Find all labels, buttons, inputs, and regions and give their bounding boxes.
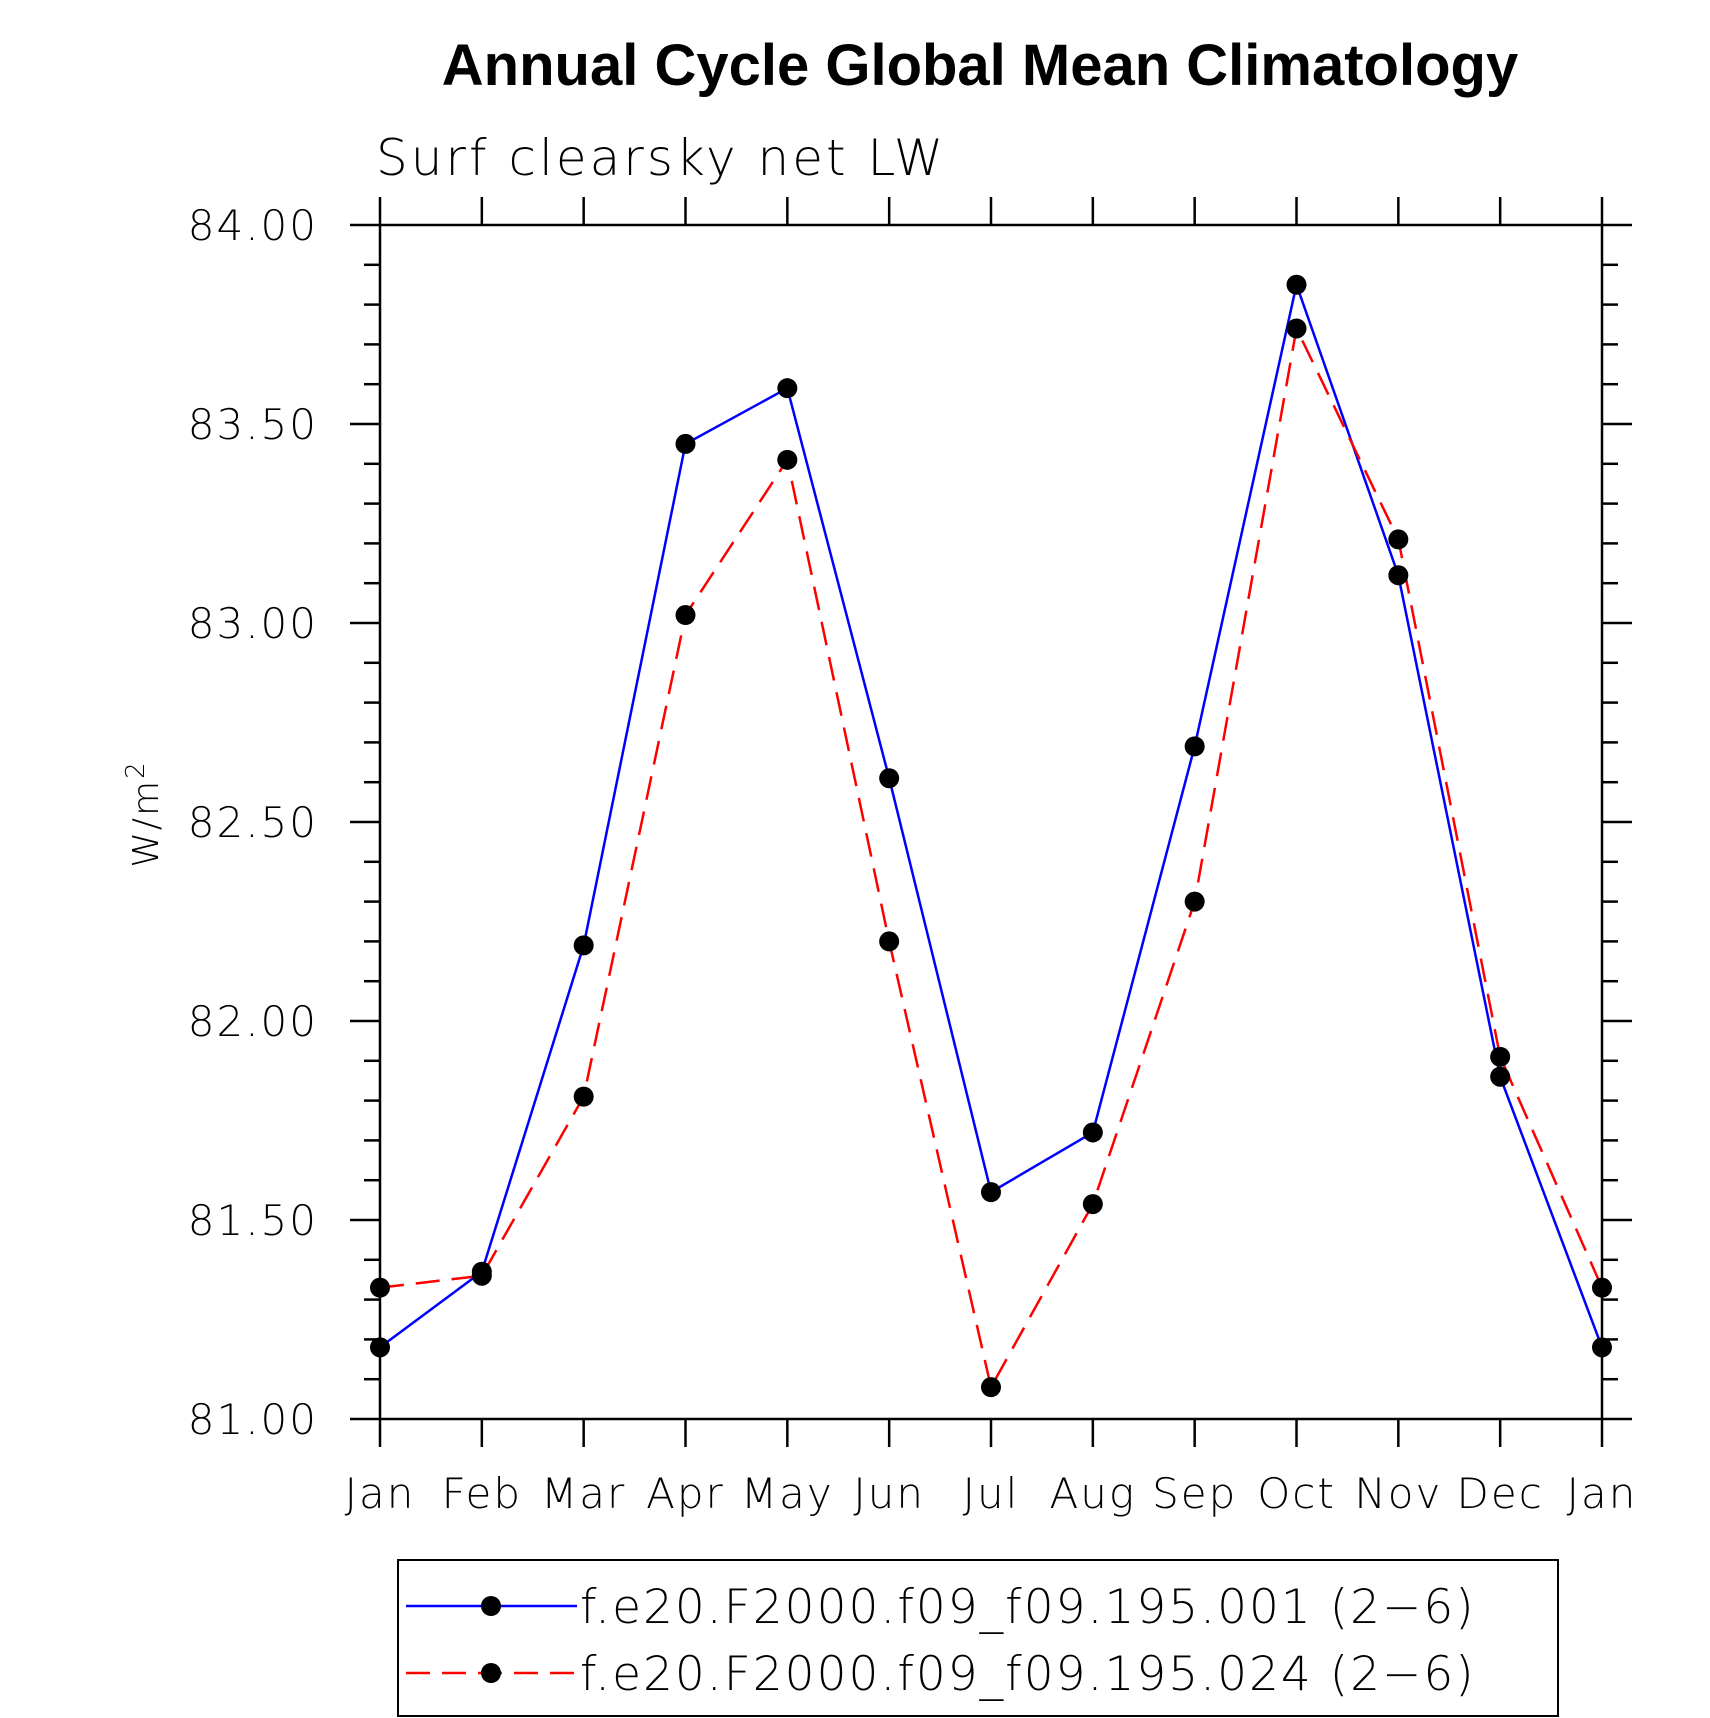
x-tick-label: Mar	[541, 1469, 626, 1518]
legend-marker-1	[481, 1596, 501, 1616]
y-tick-label: 83.00	[188, 599, 318, 648]
y-tick-label: 84.00	[188, 201, 318, 250]
y-axis-label-superscript: 2	[121, 760, 151, 779]
y-tick-label: 83.50	[188, 400, 318, 449]
data-point-series-1	[1592, 1337, 1612, 1358]
data-point-series-1	[1184, 736, 1205, 757]
data-point-series-1	[370, 1337, 390, 1358]
data-point-series-2	[1184, 891, 1205, 912]
data-point-series-1	[1490, 1066, 1511, 1087]
legend-box	[397, 1559, 1559, 1717]
data-point-series-2	[471, 1265, 492, 1286]
x-tick-label: Jan	[345, 1469, 416, 1518]
data-point-series-1	[573, 935, 594, 956]
series-layer	[370, 274, 1612, 1398]
data-point-series-2	[573, 1086, 594, 1107]
x-tick-label: Nov	[1354, 1469, 1442, 1518]
data-point-series-2	[1286, 318, 1307, 339]
x-tick-label: Sep	[1152, 1469, 1237, 1518]
x-tick-label: May	[741, 1469, 834, 1518]
data-point-series-2	[777, 449, 798, 470]
data-point-series-1	[1082, 1122, 1103, 1143]
chart-title: Annual Cycle Global Mean Climatology	[442, 33, 1518, 98]
x-tick-label: Oct	[1257, 1469, 1336, 1518]
series-line-2	[379, 324, 1604, 1391]
x-tick-label: Feb	[442, 1469, 522, 1518]
data-point-series-1	[879, 768, 900, 789]
legend: f.e20.F2000.f09_f09.195.001 (2−6) f.e20.F…	[397, 1559, 1559, 1717]
y-tick-label: 81.00	[188, 1395, 318, 1444]
y-tick-label: 81.50	[188, 1196, 318, 1245]
chart-subtitle: Surf clearsky net LW	[376, 129, 946, 187]
data-point-series-1	[981, 1182, 1001, 1203]
legend-label-1: f.e20.F2000.f09_f09.195.001 (2−6)	[580, 1580, 1476, 1635]
legend-marker-2	[481, 1663, 501, 1683]
data-point-series-1	[1388, 565, 1409, 586]
data-point-series-2	[879, 931, 900, 952]
data-point-series-1	[777, 378, 798, 399]
x-tick-label: Jun	[853, 1469, 925, 1518]
data-point-series-1	[1286, 274, 1307, 295]
y-axis-label: W/m2	[121, 760, 167, 867]
y-axis-label-text: W/m	[126, 779, 167, 868]
y-tick-label: 82.00	[188, 997, 318, 1046]
data-point-series-2	[981, 1377, 1001, 1398]
data-point-series-2	[1490, 1046, 1511, 1067]
plot-frame	[378, 223, 1604, 1421]
data-point-series-1	[675, 433, 696, 454]
data-point-series-2	[370, 1277, 390, 1298]
x-tick-label: Jul	[963, 1469, 1020, 1518]
x-tick-label: Jan	[1567, 1469, 1638, 1518]
axes: Jan Feb Mar Apr May Jun Jul Aug Sep Oct Nov Dec Jan 8…	[188, 197, 1638, 1518]
x-tick-label: Apr	[646, 1469, 725, 1518]
x-tick-label: Dec	[1457, 1469, 1544, 1518]
legend-label-2: f.e20.F2000.f09_f09.195.024 (2−6)	[580, 1647, 1476, 1702]
data-point-series-2	[1082, 1194, 1103, 1215]
data-point-series-2	[675, 605, 696, 626]
x-tick-label: Aug	[1050, 1469, 1137, 1518]
data-point-series-2	[1592, 1277, 1612, 1298]
data-point-series-2	[1388, 529, 1409, 550]
y-tick-label: 82.50	[188, 798, 318, 847]
